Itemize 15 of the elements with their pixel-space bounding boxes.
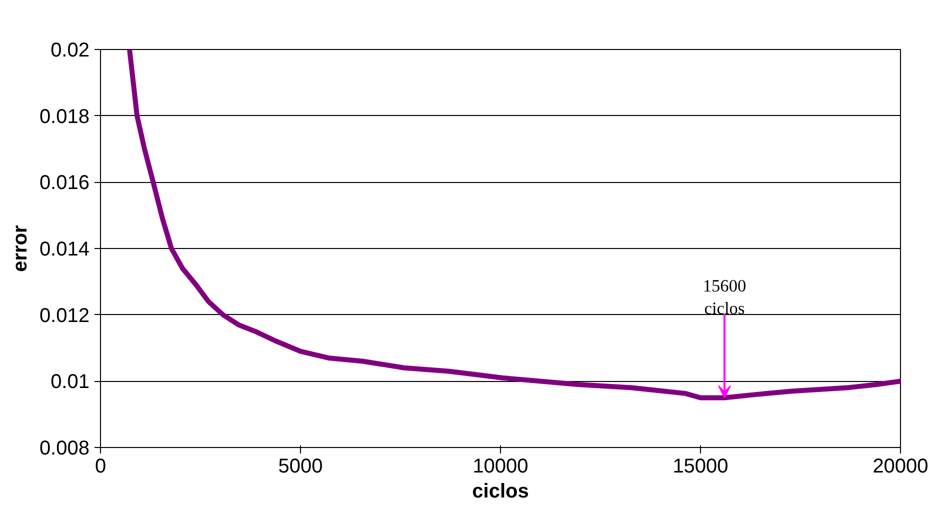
- annotation: 15600 ciclos: [702, 276, 746, 318]
- y-tick-label: 0.008: [39, 438, 90, 460]
- x-tick-label: 20000: [872, 456, 928, 478]
- y-axis-title: error: [9, 224, 32, 272]
- x-tick-label: 0: [94, 456, 106, 478]
- y-tick-label: 0.012: [39, 304, 90, 327]
- x-tick-label: 5000: [278, 456, 323, 478]
- x-axis-title: ciclos: [472, 480, 529, 502]
- x-tick-label: 10000: [472, 456, 528, 478]
- x-tick-label: 15000: [672, 456, 728, 478]
- y-tick-label: 0.014: [39, 238, 90, 260]
- y-tick-label: 0.016: [39, 172, 90, 194]
- y-tick-label: 0.02: [50, 40, 90, 62]
- y-tick-label: 0.018: [39, 106, 90, 128]
- y-tick-label: 0.01: [50, 371, 90, 394]
